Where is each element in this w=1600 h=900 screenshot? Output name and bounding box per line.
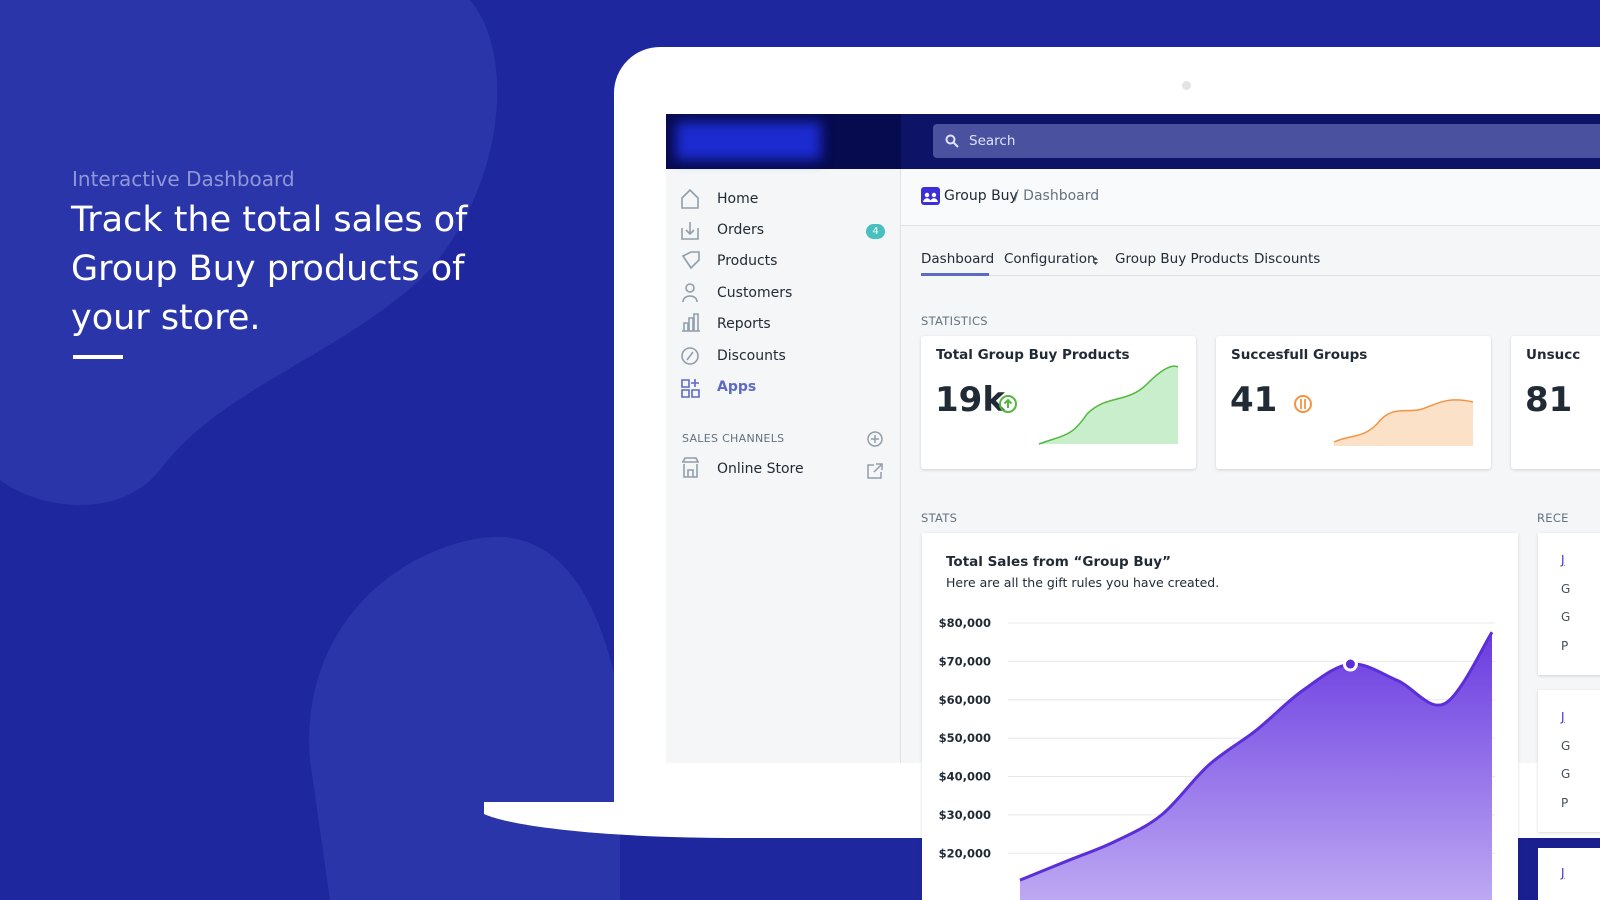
card-value: 19k <box>935 380 1005 420</box>
camera <box>1182 81 1191 90</box>
stat-card: Total Group Buy Products 19k <box>921 336 1196 469</box>
section-label: SALES CHANNELS <box>682 432 785 445</box>
area <box>1020 632 1492 900</box>
breadcrumb-page: / Dashboard <box>1014 188 1100 204</box>
tab[interactable]: Dashboard <box>921 251 995 267</box>
section-label: RECE <box>1537 511 1569 525</box>
logo <box>676 122 821 160</box>
header-bar <box>901 169 1600 226</box>
line <box>1019 631 1494 882</box>
y-tick-label: $40,000 <box>939 770 991 784</box>
highlight-point <box>1342 656 1358 672</box>
y-tick-label: $50,000 <box>939 731 991 745</box>
recent-card <box>1538 690 1600 832</box>
breadcrumb-app[interactable]: Group Buy <box>944 188 1018 204</box>
recent-card <box>1538 533 1600 675</box>
add-channel[interactable] <box>866 430 884 448</box>
tab[interactable]: Group Buy Products <box>1115 251 1249 267</box>
tab-caret <box>1093 257 1098 265</box>
y-tick-label: $30,000 <box>939 808 991 822</box>
section-label: STATS <box>921 511 958 525</box>
recent-text: G <box>1561 767 1571 781</box>
external-link[interactable] <box>866 462 884 480</box>
nav-item[interactable]: Orders <box>717 222 765 238</box>
sparkline <box>1038 365 1179 445</box>
recent-text: G <box>1561 582 1571 596</box>
tabs-divider <box>921 275 1600 276</box>
card-title: Unsucc <box>1526 347 1581 363</box>
chart-title: Total Sales from “Group Buy” <box>946 554 1171 570</box>
recent-card <box>1538 848 1600 900</box>
search-placeholder: Search <box>969 133 1016 149</box>
app-icon <box>921 187 940 205</box>
stat-card: Succesfull Groups 41 <box>1216 336 1491 469</box>
y-tick-label: $70,000 <box>939 654 991 668</box>
headline: Track the total sales of Group Buy produ… <box>71 200 468 338</box>
y-tick-label: $80,000 <box>939 616 991 630</box>
y-tick-label: $20,000 <box>939 846 991 860</box>
nav-item[interactable]: Products <box>717 253 778 269</box>
underline <box>73 355 123 359</box>
nav-item[interactable]: Discounts <box>717 348 786 364</box>
search-icon <box>945 134 959 148</box>
y-tick-label: $60,000 <box>939 693 991 707</box>
eyebrow: Interactive Dashboard <box>72 167 295 191</box>
tab[interactable]: Discounts <box>1254 251 1321 267</box>
recent-text: P <box>1561 639 1569 653</box>
chart-subtitle: Here are all the gift rules you have cre… <box>946 575 1220 590</box>
tab-indicator <box>921 273 989 276</box>
recent-text[interactable]: J <box>1561 710 1565 724</box>
nav-item[interactable]: Customers <box>717 285 793 301</box>
nav-item[interactable]: Online Store <box>717 461 804 477</box>
nav-item[interactable]: Home <box>717 191 759 207</box>
trend-icon <box>999 395 1017 413</box>
card-value: 41 <box>1230 380 1278 420</box>
trend-icon <box>1294 395 1312 413</box>
tab[interactable]: Configuration <box>1004 251 1096 267</box>
search-box[interactable]: Search <box>933 124 1600 158</box>
sparkline <box>1333 399 1474 446</box>
card-title: Total Group Buy Products <box>936 347 1130 363</box>
recent-text: G <box>1561 610 1571 624</box>
recent-text[interactable]: J <box>1561 553 1565 567</box>
section-label: STATISTICS <box>921 314 988 328</box>
card-value: 81 <box>1525 380 1573 420</box>
nav-icons <box>681 188 700 478</box>
sidebar-divider <box>900 169 901 763</box>
card-title: Succesfull Groups <box>1231 347 1368 363</box>
recent-text: G <box>1561 739 1571 753</box>
nav-item[interactable]: Reports <box>717 316 771 332</box>
recent-text: P <box>1561 796 1569 810</box>
recent-text[interactable]: J <box>1561 866 1565 880</box>
nav-item[interactable]: Apps <box>717 379 757 395</box>
stat-card: Unsucc 81 <box>1511 336 1600 469</box>
logo-area <box>666 114 901 169</box>
nav-badge: 4 <box>866 224 885 239</box>
